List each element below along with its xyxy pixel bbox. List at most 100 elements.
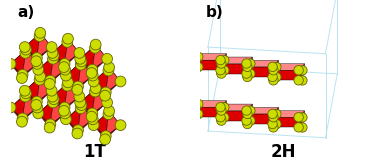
Polygon shape <box>81 105 93 119</box>
Polygon shape <box>80 59 92 73</box>
Polygon shape <box>11 50 26 64</box>
Polygon shape <box>25 77 40 91</box>
Text: a): a) <box>17 5 34 20</box>
Polygon shape <box>273 64 305 70</box>
Circle shape <box>62 37 73 47</box>
Polygon shape <box>38 56 54 81</box>
Circle shape <box>75 53 85 64</box>
Polygon shape <box>105 125 121 139</box>
Circle shape <box>59 62 69 73</box>
Circle shape <box>75 97 85 108</box>
Polygon shape <box>273 111 305 117</box>
Circle shape <box>59 106 69 116</box>
Circle shape <box>216 55 225 65</box>
Circle shape <box>33 64 43 75</box>
Circle shape <box>48 50 59 61</box>
Polygon shape <box>222 111 246 121</box>
Circle shape <box>59 58 70 69</box>
Polygon shape <box>53 97 65 111</box>
Polygon shape <box>94 67 109 81</box>
Polygon shape <box>77 119 93 133</box>
Polygon shape <box>299 111 305 127</box>
Circle shape <box>194 52 203 62</box>
Circle shape <box>34 74 45 85</box>
Circle shape <box>90 39 101 50</box>
Polygon shape <box>40 77 52 91</box>
Polygon shape <box>94 111 109 136</box>
Circle shape <box>63 33 73 44</box>
Circle shape <box>73 125 84 136</box>
Polygon shape <box>25 77 40 102</box>
Polygon shape <box>246 57 253 74</box>
Circle shape <box>87 108 98 119</box>
Circle shape <box>5 102 16 113</box>
Circle shape <box>31 99 42 110</box>
Circle shape <box>268 62 277 72</box>
Polygon shape <box>40 33 52 47</box>
Circle shape <box>48 94 59 104</box>
Circle shape <box>242 69 251 78</box>
Circle shape <box>48 53 58 64</box>
Polygon shape <box>195 101 226 107</box>
Polygon shape <box>66 119 78 133</box>
Circle shape <box>44 122 55 133</box>
Polygon shape <box>108 67 121 81</box>
Text: 2H: 2H <box>271 143 296 161</box>
Circle shape <box>191 113 200 122</box>
Polygon shape <box>66 61 81 76</box>
Polygon shape <box>50 56 65 81</box>
Circle shape <box>100 90 110 101</box>
Circle shape <box>17 73 27 83</box>
Circle shape <box>72 128 83 139</box>
Polygon shape <box>50 99 65 124</box>
Circle shape <box>20 48 31 58</box>
Circle shape <box>17 69 28 80</box>
Circle shape <box>103 109 114 120</box>
Circle shape <box>243 119 252 129</box>
Polygon shape <box>80 45 96 70</box>
Circle shape <box>44 78 55 89</box>
Circle shape <box>272 109 281 119</box>
Circle shape <box>75 59 86 70</box>
Polygon shape <box>91 59 107 73</box>
Polygon shape <box>53 82 68 97</box>
Circle shape <box>217 106 226 115</box>
Circle shape <box>74 48 85 58</box>
Circle shape <box>76 56 87 67</box>
Circle shape <box>217 69 226 78</box>
Circle shape <box>20 88 31 99</box>
Polygon shape <box>38 113 50 128</box>
Circle shape <box>33 108 43 119</box>
Polygon shape <box>36 91 52 105</box>
Polygon shape <box>94 81 106 96</box>
Polygon shape <box>67 39 79 53</box>
Polygon shape <box>53 39 68 53</box>
Circle shape <box>76 100 87 111</box>
Circle shape <box>220 56 229 65</box>
Polygon shape <box>273 108 279 124</box>
Polygon shape <box>95 45 107 59</box>
Polygon shape <box>22 108 37 122</box>
Polygon shape <box>64 97 79 111</box>
Circle shape <box>60 108 70 119</box>
Circle shape <box>242 106 251 115</box>
Circle shape <box>268 119 277 129</box>
Circle shape <box>17 113 28 124</box>
Circle shape <box>45 75 56 86</box>
Circle shape <box>87 70 98 81</box>
Polygon shape <box>53 99 65 113</box>
Polygon shape <box>92 88 107 113</box>
Polygon shape <box>66 105 81 119</box>
Polygon shape <box>220 101 226 117</box>
Text: b): b) <box>206 5 224 20</box>
Circle shape <box>294 76 303 85</box>
Circle shape <box>269 123 278 132</box>
Circle shape <box>194 62 203 72</box>
Circle shape <box>47 91 58 102</box>
Circle shape <box>220 113 229 122</box>
Circle shape <box>217 116 226 125</box>
Circle shape <box>88 76 99 87</box>
Circle shape <box>216 113 225 122</box>
Polygon shape <box>53 53 65 67</box>
Circle shape <box>246 59 255 68</box>
